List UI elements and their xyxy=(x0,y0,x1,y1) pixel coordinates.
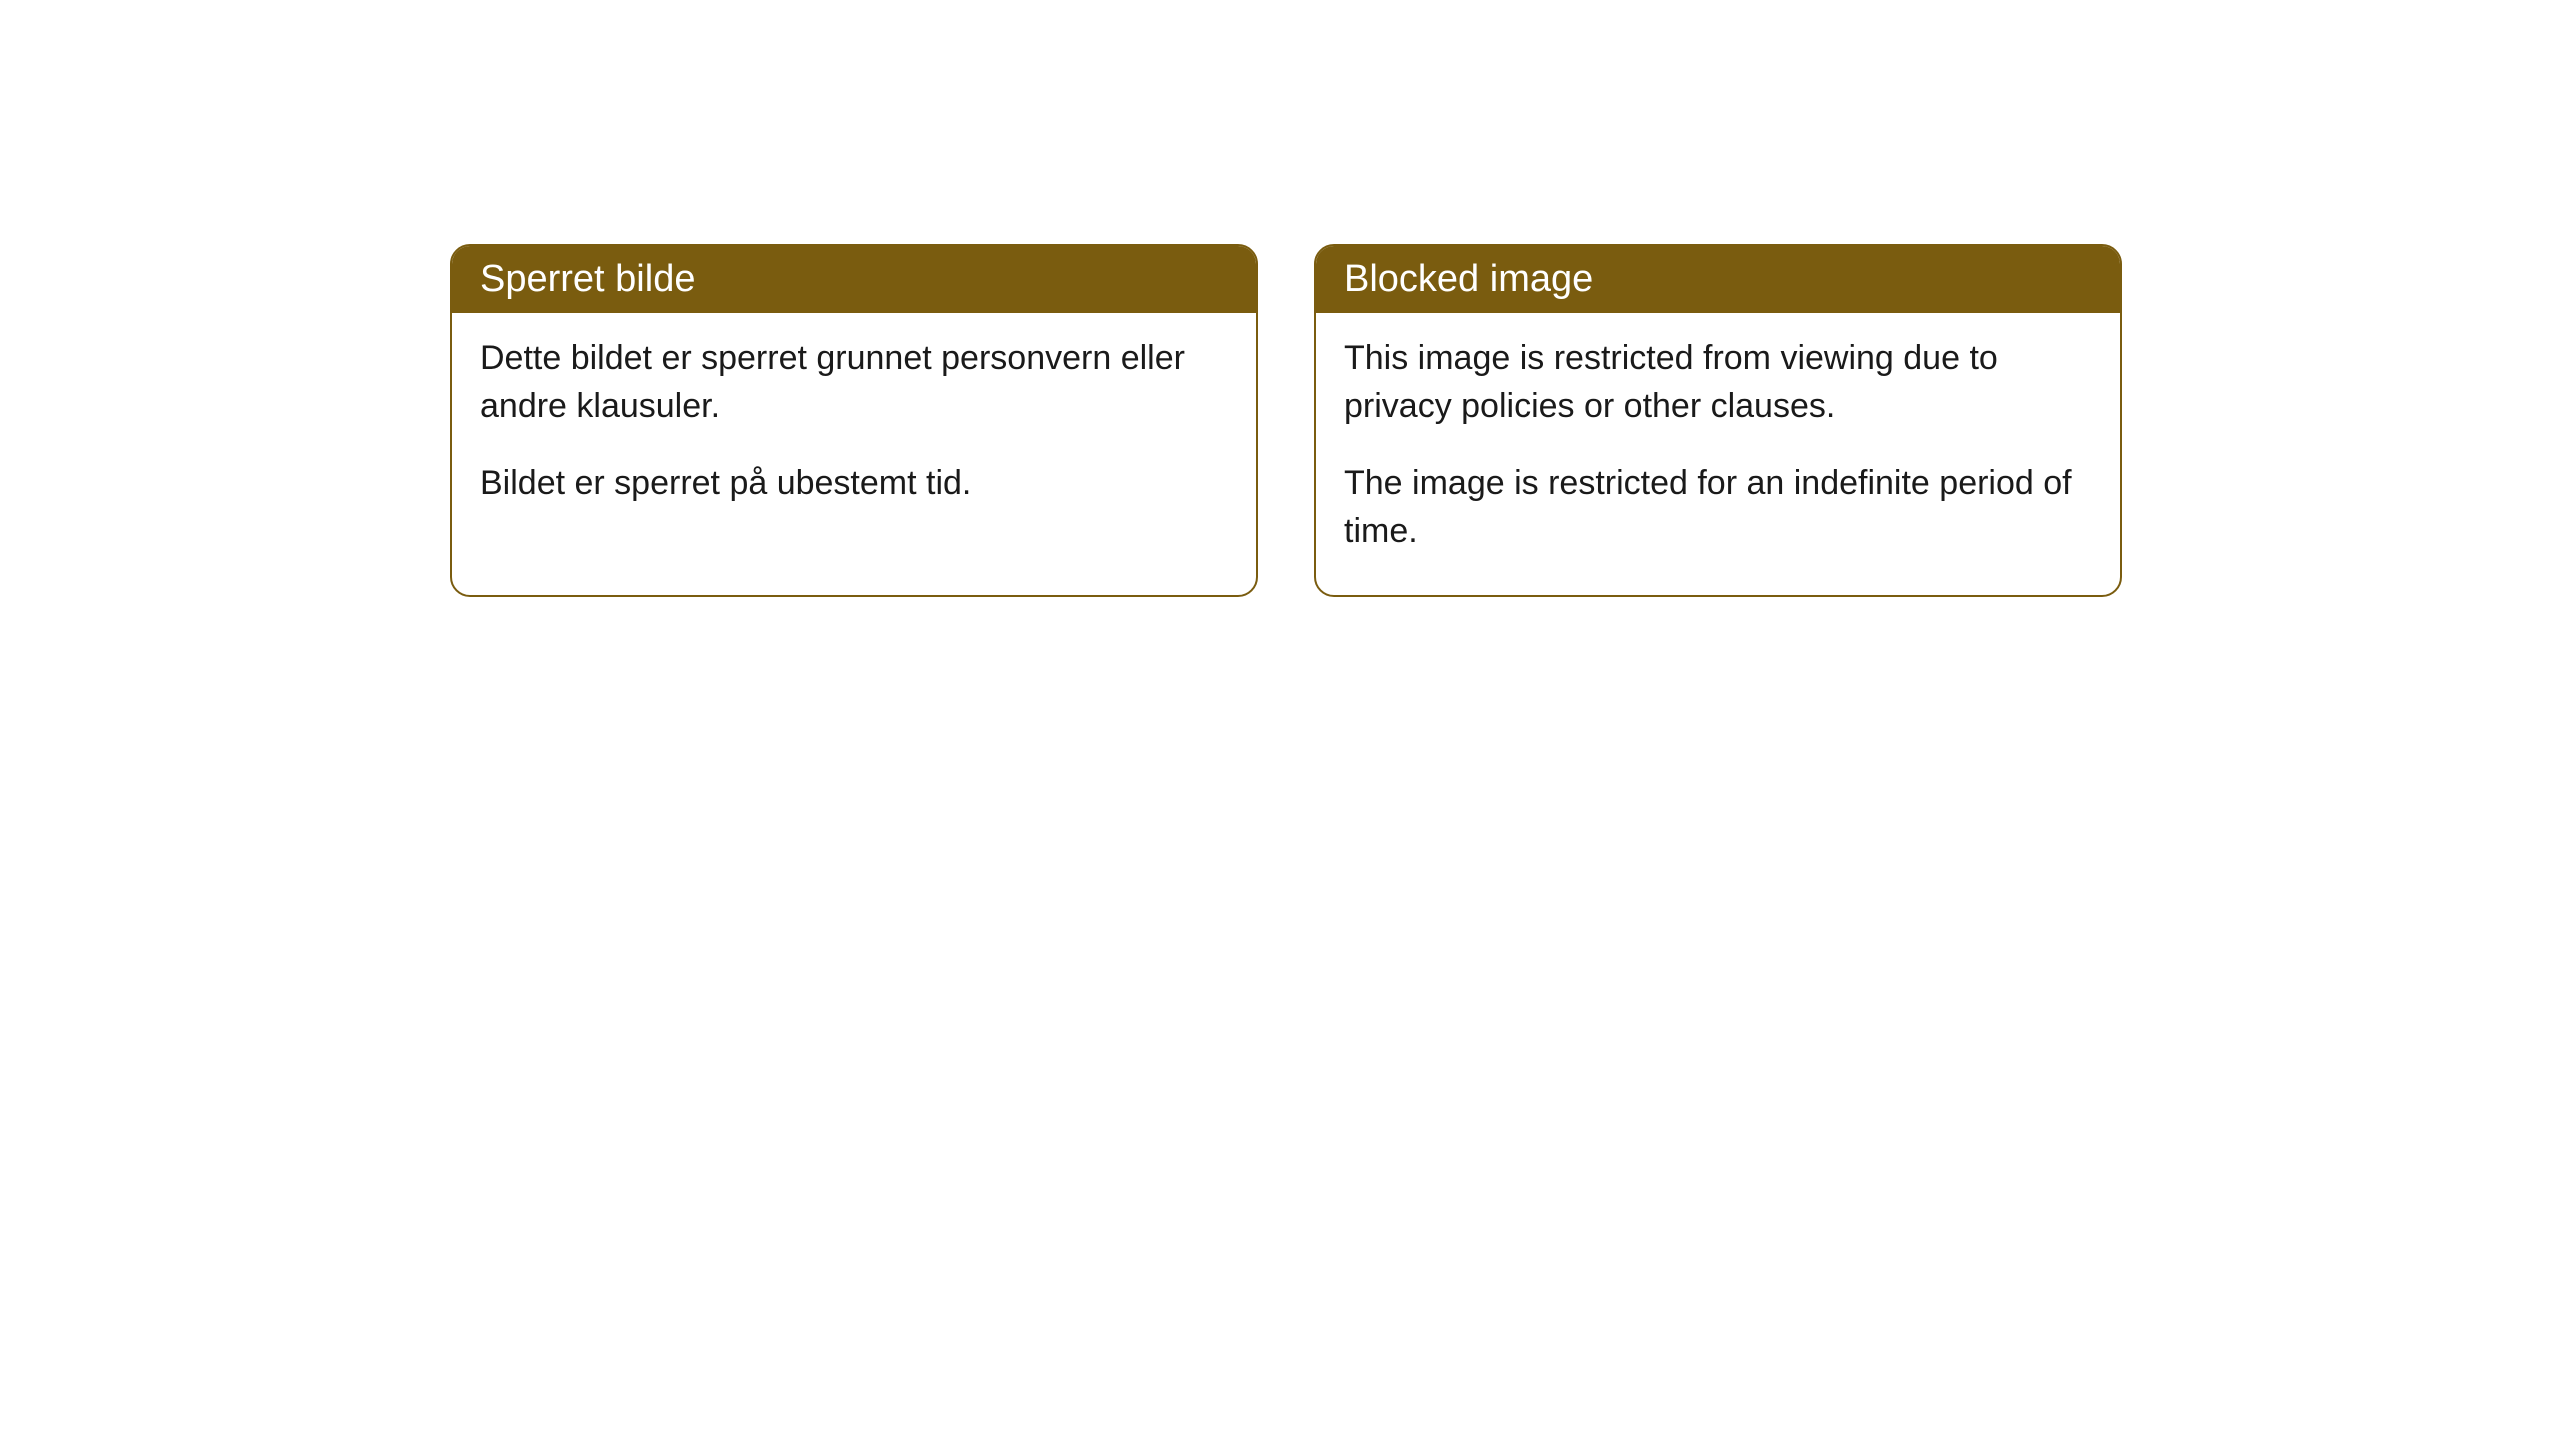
card-paragraph-1-english: This image is restricted from viewing du… xyxy=(1344,335,2092,430)
card-header-norwegian: Sperret bilde xyxy=(452,246,1256,313)
card-paragraph-1-norwegian: Dette bildet er sperret grunnet personve… xyxy=(480,335,1228,430)
cards-container: Sperret bilde Dette bildet er sperret gr… xyxy=(450,244,2122,597)
card-body-norwegian: Dette bildet er sperret grunnet personve… xyxy=(452,313,1256,548)
card-header-english: Blocked image xyxy=(1316,246,2120,313)
card-paragraph-2-english: The image is restricted for an indefinit… xyxy=(1344,460,2092,555)
card-title-norwegian: Sperret bilde xyxy=(480,258,695,300)
blocked-image-card-english: Blocked image This image is restricted f… xyxy=(1314,244,2122,597)
card-paragraph-2-norwegian: Bildet er sperret på ubestemt tid. xyxy=(480,460,1228,508)
blocked-image-card-norwegian: Sperret bilde Dette bildet er sperret gr… xyxy=(450,244,1258,597)
card-body-english: This image is restricted from viewing du… xyxy=(1316,313,2120,595)
card-title-english: Blocked image xyxy=(1344,258,1593,300)
